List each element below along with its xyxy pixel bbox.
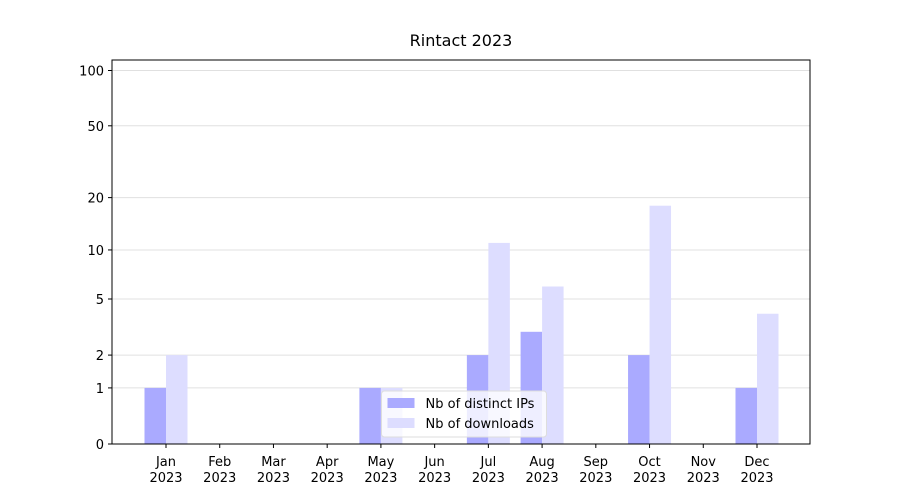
legend-box (381, 390, 547, 438)
bar (628, 355, 650, 444)
bar (757, 313, 779, 444)
x-tick-label: Jun 2023 (418, 455, 451, 486)
y-tick-label: 2 (96, 349, 104, 364)
y-tick-label: 10 (87, 244, 104, 259)
legend-swatch (387, 398, 415, 408)
bar (542, 286, 564, 444)
x-tick-label: Oct 2023 (633, 455, 666, 486)
bar (144, 387, 166, 444)
x-tick-label: Aug 2023 (526, 455, 559, 486)
y-tick-label: 20 (87, 192, 104, 207)
x-tick-label: Feb 2023 (203, 455, 236, 486)
y-tick-label: 5 (96, 293, 104, 308)
bar (735, 387, 757, 444)
y-tick-label: 0 (96, 438, 104, 453)
y-tick-label: 1 (96, 382, 104, 397)
x-tick-label: Dec 2023 (740, 455, 773, 486)
x-tick-label: Jan 2023 (149, 455, 182, 486)
bar (166, 355, 188, 444)
x-tick-label: May 2023 (364, 455, 397, 486)
chart-title: Rintact 2023 (410, 31, 513, 50)
y-tick-label: 50 (87, 120, 104, 135)
x-tick-label: Jul 2023 (472, 455, 505, 486)
bar (649, 205, 672, 444)
plot-frame (111, 59, 811, 445)
x-tick-label: Nov 2023 (687, 455, 720, 486)
bar (359, 387, 381, 444)
x-tick-label: Sep 2023 (579, 455, 612, 486)
y-tick-label: 100 (79, 65, 104, 80)
legend-swatch (387, 418, 415, 428)
legend-label: Nb of downloads (426, 417, 535, 432)
x-tick-label: Apr 2023 (311, 455, 344, 486)
x-tick-label: Mar 2023 (257, 455, 290, 486)
legend-label: Nb of distinct IPs (426, 397, 535, 412)
